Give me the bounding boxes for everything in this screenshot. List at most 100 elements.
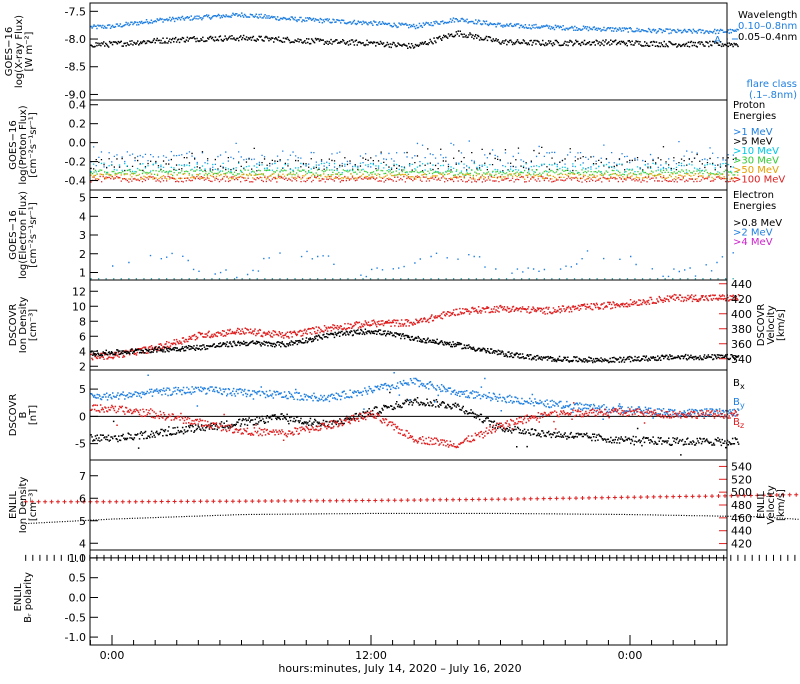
flare-class-note: flare class [747, 79, 797, 90]
series-enlil-polarity [25, 554, 796, 561]
xray-legend-title: Wavelength [738, 10, 797, 21]
y-tick-label: 4 [79, 537, 86, 550]
y-tick-label: 4 [79, 210, 86, 223]
legend-bz-subscript: z [740, 421, 744, 430]
proton-legend-item: >1 MeV [733, 127, 773, 138]
proton-legend-item: >30 MeV [733, 156, 779, 167]
enlil-polarity-y-label: ENLIL Bᵣ polarity [13, 572, 34, 623]
y-tick-label: -0.4 [65, 175, 86, 188]
series-electron-baseline [90, 278, 734, 280]
proton-legend-item: >100 MeV [733, 175, 785, 186]
series-electron-2mev [112, 250, 734, 279]
right-tick-label: 420 [731, 293, 752, 306]
right-tick-label: 420 [731, 538, 752, 551]
panel-frame-2 [89, 189, 728, 281]
right-tick-label: 460 [731, 512, 752, 525]
proton-legend-title: Proton [733, 100, 765, 111]
y-tick-label: 8 [79, 315, 86, 328]
y-tick-label: -9.0 [65, 88, 86, 101]
y-tick-label: -7.5 [65, 5, 86, 18]
y-label-line: Bᵣ polarity [23, 572, 34, 623]
series-enlil-density [25, 512, 799, 525]
y-tick-label: 3 [79, 229, 86, 242]
y-label-line: GOES−16 [4, 27, 15, 76]
y-label-line: DSCOVR [8, 394, 19, 437]
panel-frame-5 [89, 459, 728, 551]
xray-legend-long: 0.10–0.8nm [738, 21, 797, 32]
series-by [90, 372, 740, 420]
series-proton-4 [90, 173, 739, 180]
y-label-line: Ion Density [18, 477, 29, 534]
xray-legend-short: 0.05–0.4nm [738, 32, 797, 43]
proton-legend-title-2: Energies [733, 111, 776, 122]
proton-legend-item: >10 MeV [733, 146, 779, 157]
panel-frame-3 [89, 279, 728, 371]
electron-legend-title: Electron [733, 190, 774, 201]
flare-class-note-range: (.1–.8nm) [749, 90, 797, 101]
enlil-velocity-y-label: ENLIL Velocity [km/s] [756, 485, 787, 524]
enlil-density-y-label: ENLIL Ion Density [cm⁻³] [8, 477, 39, 534]
y-label-line: GOES−16 [8, 120, 19, 169]
y-tick-label: -0.5 [65, 611, 86, 624]
y-tick-label: -0.2 [65, 156, 86, 169]
series-proton-5 [90, 175, 739, 183]
y-label-line: [cm⁻³] [28, 489, 39, 521]
series-dscovr-density [90, 328, 740, 364]
y-label-line: ENLIL [756, 491, 767, 519]
y-tick-label: 2 [79, 360, 86, 373]
panel-frame-6 [89, 549, 728, 646]
electron-y-label: GOES−16 log(Electron Flux) [cm⁻²s⁻¹sr⁻¹] [8, 191, 39, 279]
y-label-line: [km/s] [776, 489, 787, 521]
legend-bz: B [733, 417, 740, 428]
proton-legend-item: >50 MeV [733, 165, 779, 176]
electron-legend-title-2: Energies [733, 201, 776, 212]
right-tick-label: 440 [731, 525, 752, 538]
electron-legend-item: >4 MeV [733, 237, 773, 248]
y-label-line: Ion Density [18, 297, 29, 354]
series-xray-short [90, 30, 739, 49]
proton-legend-item: >5 MeV [733, 137, 773, 148]
right-tick-label: 360 [731, 338, 752, 351]
y-tick-label: 2 [79, 248, 86, 261]
y-label-line: [km/s] [776, 309, 787, 341]
dscovr-density-y-label: DSCOVR Ion Density [cm⁻³] [8, 297, 39, 354]
series-proton-3 [90, 169, 739, 177]
series-bx [90, 391, 740, 456]
right-tick-label: 400 [731, 308, 752, 321]
electron-legend-item: >0.8 MeV [733, 218, 782, 229]
series-enlil-velocity [23, 492, 799, 504]
y-tick-label: -5 [75, 438, 86, 451]
series-dscovr-velocity [90, 293, 740, 361]
y-tick-label: 0.4 [69, 99, 87, 112]
y-tick-label: 10 [72, 300, 86, 313]
y-tick-label: 6 [79, 330, 86, 343]
y-tick-label: 0.5 [69, 572, 87, 585]
y-label-line: B [18, 411, 29, 418]
right-tick-label: 340 [731, 353, 752, 366]
y-label-line: log(Proton Flux) [18, 105, 29, 184]
series-bz [90, 402, 740, 449]
y-tick-label: 1.0 [69, 552, 87, 565]
right-tick-label: 480 [731, 499, 752, 512]
y-label-line: Velocity [766, 305, 777, 344]
y-tick-label: -8.0 [65, 33, 86, 46]
y-tick-label: 1 [79, 267, 86, 280]
y-label-line: log(X-ray Flux) [14, 15, 25, 88]
y-tick-label: 7 [79, 470, 86, 483]
y-tick-label: 0.0 [69, 592, 87, 605]
legend-bx-subscript: x [740, 382, 745, 391]
y-tick-label: 4 [79, 345, 86, 358]
legend-by: B [733, 397, 740, 408]
y-tick-label: 12 [72, 285, 86, 298]
x-axis-label: hours:minutes, July 14, 2020 – July 16, … [278, 662, 522, 675]
electron-legend-item: >2 MeV [733, 228, 773, 239]
y-tick-label: -8.5 [65, 61, 86, 74]
y-label-line: [W m⁻²] [24, 31, 35, 71]
y-label-line: ENLIL [8, 491, 19, 519]
x-tick-label: 12:00 [355, 649, 387, 662]
y-tick-label: 0 [79, 410, 86, 423]
dscovr-b-y-label: DSCOVR B [nT] [8, 394, 39, 437]
polarity-marks [25, 554, 796, 561]
